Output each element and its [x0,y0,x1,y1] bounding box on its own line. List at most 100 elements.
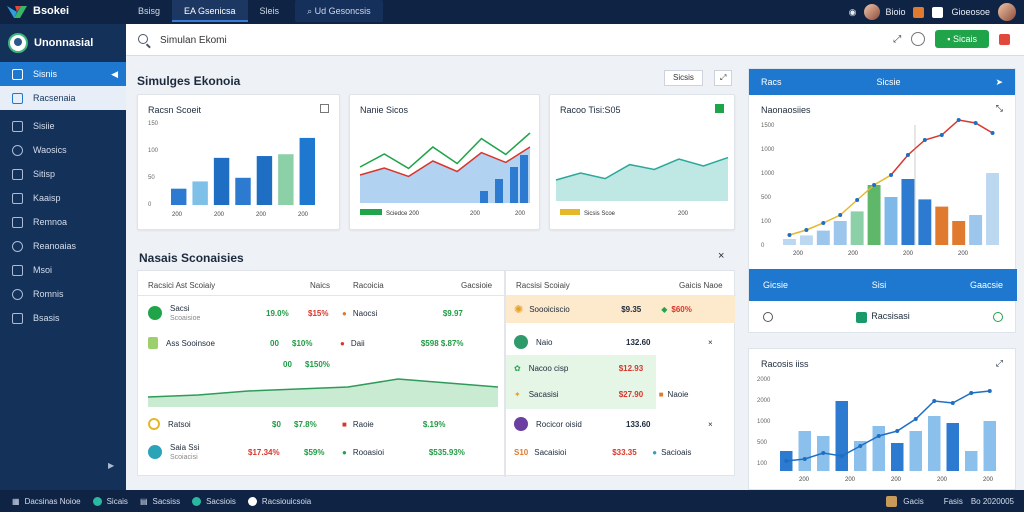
account-label[interactable]: Gioeosoe [951,7,990,17]
close-icon[interactable]: × [708,419,713,429]
top-nav-item[interactable]: Sleis [259,6,280,16]
expand-icon[interactable]: ⤢ [714,70,733,86]
footer-action[interactable]: Racsisasi [856,311,910,323]
avatar[interactable]: Bioio [864,4,905,20]
sidebar-item-link[interactable]: Bsasis [0,306,126,330]
tab-2[interactable]: Sisi [871,280,887,290]
status-item[interactable]: Sicais [92,496,128,506]
status-item[interactable]: Sacsiois [192,496,236,506]
status-bar: ▦ Dacsinas Noioe Sicais ▤ Sacsiss Sacsiois… [0,490,1024,512]
sidebar-item-users[interactable]: Waosics [0,138,126,162]
send-icon[interactable]: ➤ [995,76,1003,87]
sidebar-item-globe[interactable]: Romnis [0,282,126,306]
expand-icon[interactable]: ⤡ [995,103,1003,113]
y-tick-label: 1000 [757,419,771,425]
row-value: 00 [270,338,279,348]
area-chart-3: Sicsis Scoe 200 [555,156,729,217]
expand-icon[interactable]: ⤢ [995,358,1003,368]
row-dot-icon: ● [342,447,347,457]
column-header: Racsisi Scoiaiy [516,281,570,290]
user-avatar-icon[interactable] [8,33,28,53]
sidebar-item-label: Waosics [33,145,67,155]
combo-chart-card: Racs Sicsie ➤ Naonaosiies ⤡ 1500 1000 1000… [748,68,1017,333]
status-item[interactable]: ▤ Sacsiss [140,497,180,506]
list-row[interactable]: ✦ Sacasisi $27.90 ■ Naoie [506,381,735,407]
expand-icon[interactable]: ⤢ [893,33,902,45]
sidebar-item-folder[interactable]: Kaaisp [0,186,126,210]
toolbar-button[interactable]: Sicsis [664,70,703,86]
close-icon[interactable]: × [708,337,713,347]
tag-icon: S10 [514,447,529,457]
alert-icon[interactable] [913,6,925,18]
tab-3[interactable]: Gaacsie [969,280,1003,290]
list-row[interactable]: Ratsoi $0 $7.8% ■ Raoie $.19% [148,409,498,439]
row-value: $9.97 [442,308,463,318]
card-menu-icon[interactable] [715,104,724,113]
list-row[interactable]: Ass Sooinsoe 00 $10% ● Daii $598 $.87% [148,328,498,358]
list-row[interactable]: Rocicor oisid 133.60 × [506,409,735,439]
inline-area-chart [148,378,498,407]
card-menu-icon[interactable] [320,104,329,113]
row-title: Ratsoi [168,419,191,429]
check-icon[interactable] [992,312,1003,322]
close-icon[interactable]: × [718,250,725,262]
series-line [555,156,729,181]
list-row[interactable]: Naio 132.60 × [506,327,735,357]
y-tick-label: 100 [757,461,768,467]
sidebar-item-dashboard[interactable]: Sisnis ◀ [0,62,126,86]
status-item[interactable]: Racsiouicsoia [247,496,311,506]
list-title: Nasais Sconaisies [139,251,244,265]
status-item[interactable]: Fasis [944,497,963,506]
top-nav-search[interactable]: ⌕ Ud Gesoncsis [295,0,383,22]
status-item[interactable]: Gacis [886,495,924,507]
sidebar-item-reports[interactable]: Racsenaia [0,86,126,110]
globe-icon [12,288,23,300]
row-title: Sacsi [170,304,190,313]
top-bar: Bsokei Bsisg EA Gsenicsa Sleis ⌕ Ud Geso… [0,0,1024,24]
flag-icon[interactable] [999,33,1010,45]
list-row[interactable]: S10 Sacaisioi $33.35 ● Sacioais [506,437,735,467]
info-icon[interactable] [763,312,773,322]
list-row[interactable]: Sacsi Scoaisioe 19.0% $15% ● Naocsi $9.97 [148,298,498,328]
notification-icon[interactable]: ◉ [848,6,857,17]
list-row[interactable]: Saia Ssi Scoiacisi $17.34% $59% ● Rooasio… [148,437,498,467]
document-icon[interactable] [932,6,944,18]
y-tick-label: 150 [148,121,159,127]
sidebar-item-settings[interactable]: Reanoaias [0,234,126,258]
data-point [922,138,927,142]
status-dot-icon [148,418,160,430]
sidebar-item-calendar[interactable]: Sitisp [0,162,126,186]
bar [918,199,932,245]
row-value: $33.35 [612,447,637,457]
bar [235,177,251,205]
footer-label: Racsisasi [871,311,910,322]
search-input[interactable] [160,31,660,49]
bar [256,156,273,205]
help-icon[interactable] [911,32,926,46]
sidebar-item-mail[interactable]: Msoi [0,258,126,282]
status-item[interactable]: ▦ Dacsinas Noioe [12,497,81,506]
list-row-highlight[interactable]: ✺ Soooiciscio $9.35 ◆ $60% [506,295,735,323]
sidebar-item-chart[interactable]: Remnoa [0,210,126,234]
tab-1[interactable]: Gicsie [763,280,789,290]
profile-avatar[interactable] [998,3,1016,21]
x-tick-label: 200 [799,477,810,483]
top-nav-item-active[interactable]: EA Gsenicsa [172,0,248,22]
list-row[interactable]: 00 $150% [283,355,403,373]
chart-card-title: Racosis iiss [761,359,809,369]
bar [798,431,811,471]
card-footer: Racsisasi [749,301,1017,333]
list-row[interactable]: ✿ Nacoo cisp $12.93 [506,355,735,381]
data-point [956,118,961,122]
bar [850,211,864,245]
sidebar-item-table[interactable]: Sisiie [0,114,126,138]
data-point [876,434,881,438]
sidebar-item-label: Sisiie [33,121,55,131]
primary-action-button[interactable]: ▪ Sicais [935,30,989,48]
data-point [987,389,992,393]
collapse-chevron-icon[interactable]: ▶ [108,461,115,470]
y-tick-label: 2000 [757,377,771,383]
row-title: Sacasisi [528,389,559,399]
top-nav-item[interactable]: Bsisg [138,6,161,16]
status-label: Gacis [903,496,924,506]
